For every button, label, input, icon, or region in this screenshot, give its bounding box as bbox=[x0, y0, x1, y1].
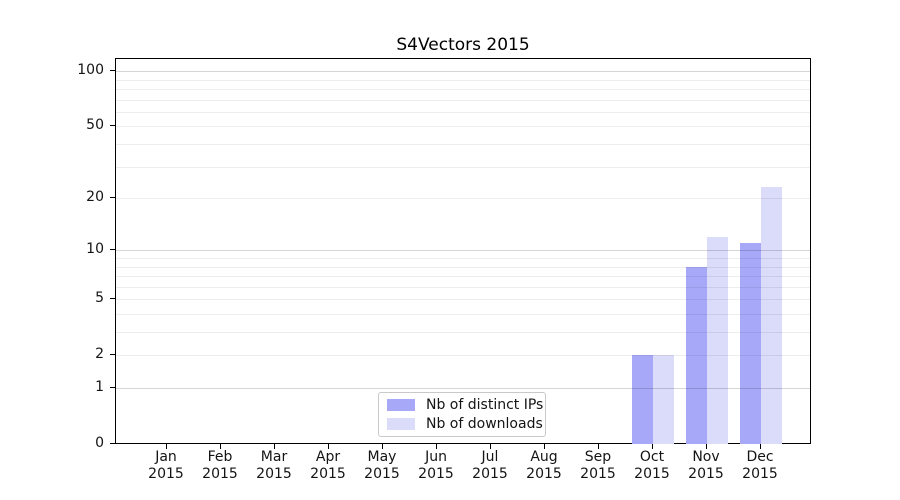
y-tick-label-1: 1 bbox=[95, 379, 104, 395]
y-tick-label-20: 20 bbox=[86, 189, 104, 206]
x-label-month: Jan bbox=[155, 449, 177, 465]
x-label-year: 2015 bbox=[202, 466, 238, 482]
x-tick-apr bbox=[328, 444, 329, 449]
x-label-month: Aug bbox=[530, 449, 558, 465]
x-label-month: Apr bbox=[315, 449, 341, 465]
x-label-month: Jul bbox=[481, 449, 499, 465]
x-label-year: 2015 bbox=[526, 466, 562, 482]
y-tick-label-50: 50 bbox=[86, 117, 104, 134]
gridline-major-10 bbox=[116, 250, 810, 252]
x-label-month: Feb bbox=[207, 449, 233, 465]
x-label-year: 2015 bbox=[580, 466, 616, 482]
x-tick-label-nov: Nov 2015 bbox=[676, 449, 736, 483]
x-label-month: Oct bbox=[639, 449, 665, 465]
x-tick-label-jun: Jun 2015 bbox=[406, 449, 466, 483]
x-label-year: 2015 bbox=[472, 466, 508, 482]
gridline-minor-9 bbox=[116, 258, 810, 259]
x-tick-oct bbox=[652, 444, 653, 449]
y-tick-100 bbox=[110, 70, 115, 72]
x-tick-dec bbox=[760, 444, 761, 449]
x-tick-may bbox=[382, 444, 383, 449]
x-tick-feb bbox=[220, 444, 221, 449]
x-tick-jan bbox=[166, 444, 167, 449]
x-tick-label-dec: Dec 2015 bbox=[730, 449, 790, 483]
gridline-minor-50 bbox=[116, 126, 810, 128]
y-tick-2 bbox=[110, 354, 115, 356]
gridline-minor-80 bbox=[116, 89, 810, 91]
x-tick-mar bbox=[274, 444, 275, 449]
bar-distinct-ips-dec bbox=[740, 243, 761, 444]
bar-distinct-ips-oct bbox=[632, 355, 653, 444]
x-tick-label-aug: Aug 2015 bbox=[514, 449, 574, 483]
y-tick-50 bbox=[110, 125, 115, 127]
x-tick-label-oct: Oct 2015 bbox=[622, 449, 682, 483]
x-label-year: 2015 bbox=[418, 466, 454, 482]
x-tick-jun bbox=[436, 444, 437, 449]
legend-entry-distinct-ips: Nb of distinct IPs bbox=[385, 397, 543, 413]
legend-label: Nb of downloads bbox=[426, 415, 543, 432]
legend-swatch-icon bbox=[387, 399, 415, 412]
x-label-month: Mar bbox=[260, 449, 288, 465]
x-tick-label-mar: Mar 2015 bbox=[244, 449, 304, 483]
x-label-year: 2015 bbox=[742, 466, 778, 482]
x-label-month: Jun bbox=[425, 449, 447, 465]
x-tick-label-may: May 2015 bbox=[352, 449, 412, 483]
y-tick-0 bbox=[110, 443, 115, 444]
legend-label: Nb of distinct IPs bbox=[426, 397, 544, 414]
gridline-minor-70 bbox=[116, 99, 810, 101]
y-tick-label-10: 10 bbox=[86, 241, 104, 258]
y-tick-5 bbox=[110, 298, 115, 300]
gridline-minor-20 bbox=[116, 198, 810, 200]
gridline-minor-60 bbox=[116, 111, 810, 113]
x-tick-label-sep: Sep 2015 bbox=[568, 449, 628, 483]
y-tick-label-0: 0 bbox=[95, 435, 104, 451]
x-label-year: 2015 bbox=[310, 466, 346, 482]
x-tick-aug bbox=[544, 444, 545, 449]
x-label-month: May bbox=[367, 449, 397, 465]
x-label-month: Sep bbox=[584, 449, 612, 465]
y-tick-label-100: 100 bbox=[77, 62, 104, 79]
x-label-year: 2015 bbox=[634, 466, 670, 482]
chart-title: S4Vectors 2015 bbox=[396, 35, 530, 55]
gridline-minor-40 bbox=[116, 144, 810, 146]
x-label-month: Dec bbox=[746, 449, 774, 465]
legend-swatch-icon bbox=[387, 417, 415, 430]
x-tick-label-feb: Feb 2015 bbox=[190, 449, 250, 483]
y-tick-label-5: 5 bbox=[95, 290, 104, 307]
legend: Nb of distinct IPs Nb of downloads bbox=[378, 392, 546, 437]
bar-downloads-dec bbox=[761, 187, 782, 444]
y-tick-20 bbox=[110, 197, 115, 199]
y-tick-1 bbox=[110, 387, 115, 388]
plot-area bbox=[115, 58, 811, 444]
gridline-minor-90 bbox=[116, 79, 810, 81]
x-tick-label-jan: Jan 2015 bbox=[136, 449, 196, 483]
x-label-year: 2015 bbox=[148, 466, 184, 482]
y-tick-label-2: 2 bbox=[95, 346, 104, 363]
x-label-month: Nov bbox=[692, 449, 720, 465]
x-tick-sep bbox=[598, 444, 599, 449]
gridline-major-100 bbox=[116, 71, 810, 73]
x-tick-jul bbox=[490, 444, 491, 449]
x-label-year: 2015 bbox=[364, 466, 400, 482]
legend-entry-downloads: Nb of downloads bbox=[385, 416, 543, 432]
x-label-year: 2015 bbox=[688, 466, 724, 482]
bar-downloads-nov bbox=[707, 236, 728, 444]
x-tick-nov bbox=[706, 444, 707, 449]
bar-downloads-oct bbox=[653, 355, 674, 444]
gridline-minor-30 bbox=[116, 166, 810, 168]
bar-distinct-ips-nov bbox=[686, 266, 707, 444]
x-tick-label-apr: Apr 2015 bbox=[298, 449, 358, 483]
x-label-year: 2015 bbox=[256, 466, 292, 482]
x-tick-label-jul: Jul 2015 bbox=[460, 449, 520, 483]
y-tick-10 bbox=[110, 249, 115, 251]
